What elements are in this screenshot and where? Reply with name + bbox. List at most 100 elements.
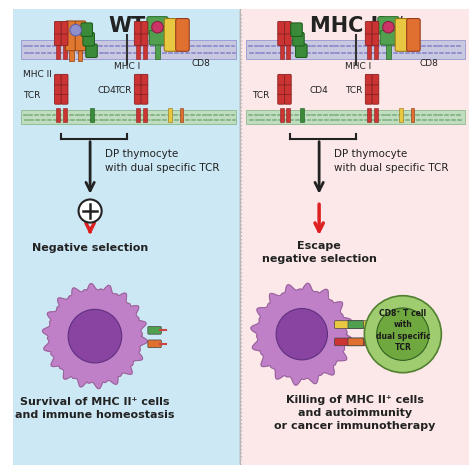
FancyBboxPatch shape [164, 18, 178, 51]
FancyBboxPatch shape [347, 321, 363, 328]
FancyBboxPatch shape [134, 93, 141, 104]
FancyBboxPatch shape [141, 84, 148, 95]
FancyBboxPatch shape [278, 84, 284, 95]
FancyBboxPatch shape [284, 84, 291, 95]
FancyBboxPatch shape [240, 8, 470, 466]
Bar [137, 108, 140, 122]
FancyBboxPatch shape [335, 338, 350, 346]
Text: TCR: TCR [252, 91, 269, 100]
Text: Survival of MHC II⁺ cells
and immune homeostasis: Survival of MHC II⁺ cells and immune hom… [15, 397, 174, 420]
FancyBboxPatch shape [65, 21, 76, 51]
FancyBboxPatch shape [141, 33, 148, 46]
FancyBboxPatch shape [61, 21, 68, 34]
FancyBboxPatch shape [365, 33, 372, 46]
Circle shape [79, 200, 101, 223]
FancyBboxPatch shape [372, 93, 379, 104]
Bar [286, 108, 290, 122]
Text: TCR: TCR [23, 91, 40, 100]
FancyBboxPatch shape [81, 23, 92, 36]
FancyBboxPatch shape [372, 74, 379, 85]
Text: MHC II: MHC II [310, 16, 386, 36]
Bar [69, 47, 74, 61]
Bar [374, 108, 378, 122]
FancyBboxPatch shape [378, 17, 399, 34]
Bar [168, 108, 172, 121]
FancyBboxPatch shape [61, 93, 68, 104]
FancyBboxPatch shape [284, 93, 291, 104]
FancyBboxPatch shape [372, 33, 379, 46]
FancyBboxPatch shape [61, 84, 68, 95]
Polygon shape [42, 283, 147, 389]
Bar [385, 44, 392, 59]
FancyBboxPatch shape [176, 18, 189, 51]
Bar [367, 108, 371, 122]
Bar [367, 46, 371, 59]
Text: MHC I: MHC I [345, 62, 371, 71]
FancyBboxPatch shape [335, 321, 350, 328]
Text: Negative selection: Negative selection [32, 243, 148, 253]
Bar [180, 108, 183, 121]
FancyBboxPatch shape [61, 74, 68, 85]
Circle shape [70, 24, 82, 36]
Bar [21, 110, 237, 124]
FancyBboxPatch shape [147, 17, 168, 34]
FancyBboxPatch shape [348, 321, 364, 328]
Text: CD8: CD8 [191, 59, 210, 68]
FancyBboxPatch shape [55, 21, 61, 34]
Bar [410, 108, 414, 121]
FancyBboxPatch shape [372, 21, 379, 34]
FancyBboxPatch shape [395, 18, 409, 51]
Text: MHC I: MHC I [114, 62, 140, 71]
Text: CD8: CD8 [419, 59, 438, 68]
FancyBboxPatch shape [148, 340, 161, 347]
FancyBboxPatch shape [12, 8, 242, 466]
FancyBboxPatch shape [284, 21, 291, 34]
FancyBboxPatch shape [55, 33, 61, 46]
Bar [63, 46, 67, 59]
Bar [56, 108, 60, 122]
Text: -/-: -/- [393, 15, 408, 28]
FancyBboxPatch shape [55, 93, 61, 104]
FancyBboxPatch shape [141, 93, 148, 104]
Bar [374, 46, 378, 59]
FancyBboxPatch shape [365, 93, 372, 104]
Text: DP thymocyte
with dual specific TCR: DP thymocyte with dual specific TCR [105, 149, 219, 173]
FancyBboxPatch shape [75, 21, 86, 51]
FancyBboxPatch shape [134, 33, 141, 46]
Bar [78, 47, 82, 61]
FancyBboxPatch shape [365, 74, 372, 85]
FancyBboxPatch shape [134, 84, 141, 95]
Text: CD4: CD4 [310, 86, 328, 95]
Circle shape [365, 296, 441, 373]
FancyBboxPatch shape [292, 33, 304, 46]
FancyBboxPatch shape [278, 93, 284, 104]
FancyBboxPatch shape [278, 74, 284, 85]
Bar [246, 110, 465, 124]
FancyBboxPatch shape [134, 74, 141, 85]
FancyBboxPatch shape [55, 84, 61, 95]
Bar [143, 108, 147, 122]
FancyBboxPatch shape [284, 74, 291, 85]
Bar [56, 46, 60, 59]
FancyBboxPatch shape [380, 31, 397, 45]
FancyBboxPatch shape [347, 338, 363, 346]
Circle shape [68, 310, 122, 363]
Bar [155, 44, 160, 59]
Bar [280, 46, 283, 59]
FancyBboxPatch shape [61, 33, 68, 46]
Circle shape [383, 21, 394, 33]
Text: TCR: TCR [345, 86, 363, 95]
Polygon shape [251, 283, 353, 385]
Text: CD8⁺ T cell
with
dual specific
TCR: CD8⁺ T cell with dual specific TCR [375, 309, 430, 352]
Bar [286, 46, 290, 59]
Bar [63, 108, 67, 122]
FancyBboxPatch shape [407, 18, 420, 51]
FancyBboxPatch shape [134, 21, 141, 34]
Bar [90, 108, 94, 122]
FancyBboxPatch shape [83, 33, 94, 46]
FancyBboxPatch shape [361, 338, 376, 346]
FancyBboxPatch shape [365, 84, 372, 95]
FancyBboxPatch shape [86, 44, 97, 57]
FancyBboxPatch shape [296, 44, 307, 57]
Bar [300, 108, 304, 122]
